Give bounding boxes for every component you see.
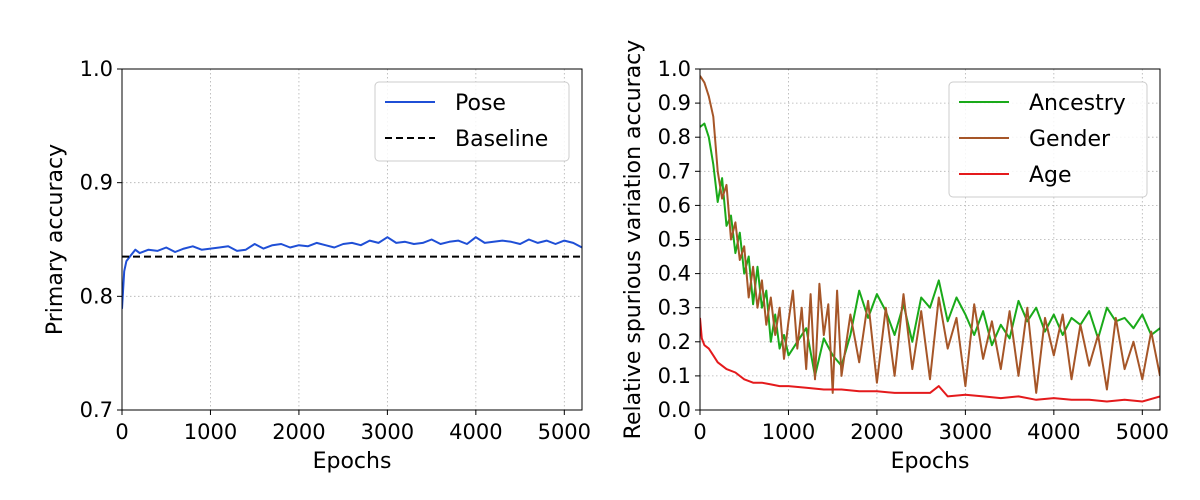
y-tick-label: 0.4 bbox=[658, 262, 691, 286]
y-tick-label: 0.2 bbox=[658, 330, 691, 354]
y-tick-label: 0.6 bbox=[658, 193, 691, 217]
legend-label-ancestry: Ancestry bbox=[1029, 91, 1126, 116]
x-axis-label: Epochs bbox=[313, 449, 392, 474]
y-tick-label: 0.9 bbox=[80, 171, 113, 195]
y-tick-label: 1.0 bbox=[658, 57, 691, 81]
plot-frame bbox=[121, 68, 583, 411]
chart-panel-1: 0 1000 2000 3000 4000 5000 0.0 0.1 0.2 0.3 0.4 0.5 0… bbox=[621, 40, 1169, 474]
series-line-age bbox=[700, 317, 1160, 403]
y-tick-label: 0.1 bbox=[658, 364, 691, 388]
legend-label-gender: Gender bbox=[1029, 127, 1111, 152]
legend-label-baseline: Baseline bbox=[455, 127, 548, 152]
series-line-pose bbox=[122, 236, 582, 309]
x-tick-label: 0 bbox=[693, 420, 706, 444]
x-tick-label: 3000 bbox=[939, 420, 992, 444]
legend-box bbox=[948, 81, 1148, 198]
legend: Pose Baseline bbox=[374, 81, 570, 162]
y-tick-label: 0.3 bbox=[658, 296, 691, 320]
x-tick-label: 2000 bbox=[272, 420, 325, 444]
legend: Ancestry Gender Age bbox=[948, 81, 1148, 198]
x-axis-label: Epochs bbox=[891, 449, 970, 474]
x-tick-label: 2000 bbox=[850, 420, 903, 444]
legend-label-pose: Pose bbox=[455, 91, 506, 116]
x-tick-label: 1000 bbox=[762, 420, 815, 444]
series-line-gender bbox=[700, 75, 1160, 394]
y-tick-label: 0.8 bbox=[80, 284, 113, 308]
x-tick-label: 5000 bbox=[1116, 420, 1169, 444]
chart-panel-0: 0 1000 2000 3000 4000 5000 0.7 0.8 0.9 1.0 Epochs P… bbox=[43, 57, 591, 474]
x-tick-label: 3000 bbox=[361, 420, 414, 444]
x-tick-label: 4000 bbox=[449, 420, 502, 444]
x-tick-label: 0 bbox=[115, 420, 128, 444]
y-tick-label: 0.5 bbox=[658, 228, 691, 252]
y-tick-label: 0.7 bbox=[80, 398, 113, 422]
y-tick-label: 0.8 bbox=[658, 125, 691, 149]
y-axis-label: Relative spurious variation accuracy bbox=[621, 40, 646, 440]
legend-label-age: Age bbox=[1029, 163, 1072, 188]
y-tick-label: 0.9 bbox=[658, 91, 691, 115]
y-tick-label: 0.0 bbox=[658, 398, 691, 422]
series-group bbox=[122, 236, 582, 309]
x-tick-label: 4000 bbox=[1027, 420, 1080, 444]
series-group bbox=[700, 75, 1160, 403]
y-tick-label: 0.7 bbox=[658, 159, 691, 183]
y-axis-label: Primary accuracy bbox=[43, 144, 68, 335]
x-tick-label: 5000 bbox=[538, 420, 591, 444]
x-tick-label: 1000 bbox=[184, 420, 237, 444]
y-tick-label: 1.0 bbox=[80, 57, 113, 81]
